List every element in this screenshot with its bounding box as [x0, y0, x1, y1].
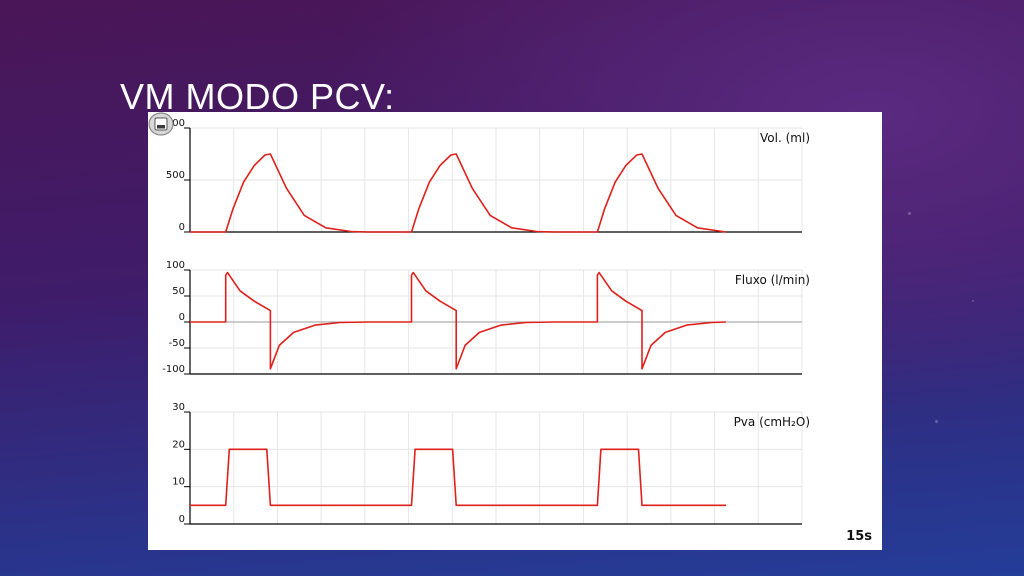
flow-tick-label: 0 [179, 312, 185, 323]
time-window-label: 15s [846, 529, 872, 544]
background-sparkle [908, 212, 911, 215]
pressure-tick-label: 0 [179, 514, 185, 525]
flow-tick-label: 50 [172, 286, 185, 297]
background-sparkle [935, 420, 938, 423]
slide-title: VM MODO PCV: [120, 76, 395, 118]
flow-tick-label: -100 [162, 364, 185, 375]
pressure-title: Pva (cmH₂O) [734, 415, 810, 429]
volume-tick-label: 500 [166, 170, 185, 181]
flow-tick-label: 100 [166, 260, 185, 271]
volume-title: Vol. (ml) [760, 131, 810, 145]
background-sparkle [972, 300, 974, 302]
flow-trace [190, 271, 727, 370]
flow-tick-label: -50 [169, 338, 185, 349]
pressure-trace [190, 448, 726, 507]
pressure-tick-label: 30 [172, 402, 185, 413]
volume-tick-label: 0 [179, 222, 185, 233]
volume-trace [190, 153, 727, 233]
pressure-tick-label: 10 [172, 477, 185, 488]
pressure-tick-label: 20 [172, 439, 185, 450]
flow-title: Fluxo (l/min) [735, 273, 810, 287]
disk-save-icon [148, 112, 174, 136]
save-button[interactable] [148, 112, 174, 136]
